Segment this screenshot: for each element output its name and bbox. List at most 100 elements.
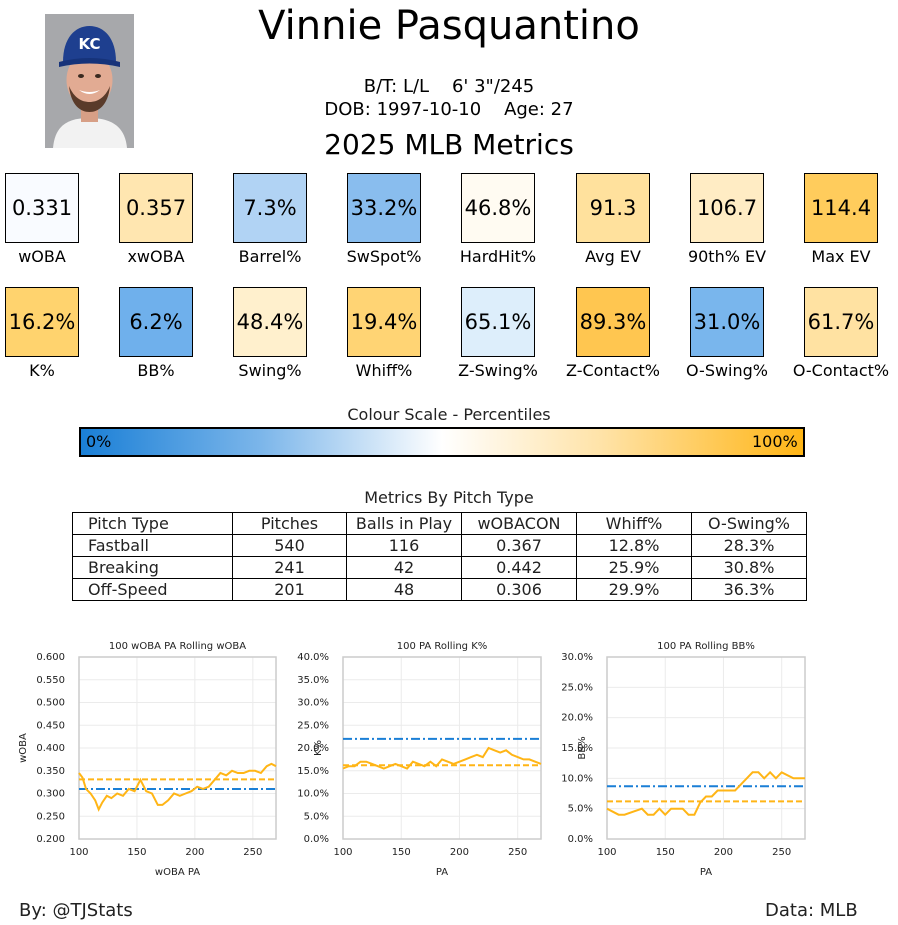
table-header-row: Pitch Type Pitches Balls in Play wOBACON Whi… [72, 512, 807, 535]
table-row: Breaking 241 42 0.442 25.9% 30.8% [72, 556, 807, 579]
x-tick-label: 150 [392, 847, 411, 858]
table-row-label: Pitch Type [72, 512, 233, 535]
x-tick-label: 200 [185, 847, 204, 858]
table-cell: Balls in Play [346, 512, 462, 535]
table-cell: 28.3% [691, 534, 807, 557]
colour-scale-min-label: 0% [86, 432, 112, 451]
table-cell: 241 [232, 556, 347, 579]
plot-frame [78, 656, 277, 840]
table-cell: 540 [232, 534, 347, 557]
x-axis-label: PA [436, 867, 448, 878]
metric-tile: 31.0% O-Swing% [686, 287, 768, 380]
rolling-k-pct-chart: 0.0% 5.0% 10.0% 15.0% 20.0% 25.0% 30.0% 35.0% 40… [297, 641, 542, 878]
colour-scale-bar [79, 427, 805, 457]
x-tick-label: 200 [450, 847, 469, 858]
x-tick-label: 150 [127, 847, 146, 858]
y-tick-label: 0.300 [36, 789, 65, 800]
metric-value: 106.7 [690, 173, 764, 243]
player-dob-age: DOB: 1997-10-10 Age: 27 [324, 99, 574, 120]
table-cell: 0.367 [461, 534, 577, 557]
y-tick-label: 10.0% [561, 773, 593, 784]
y-tick-label: 0.600 [36, 652, 65, 663]
x-axis-label: wOBA PA [155, 867, 200, 878]
metric-value: 114.4 [804, 173, 878, 243]
metric-tile: 61.7% O-Contact% [793, 287, 889, 380]
metric-tile: 114.4 Max EV [804, 173, 878, 266]
table-cell: Pitches [232, 512, 347, 535]
y-tick-label: 30.0% [561, 652, 593, 663]
table-cell: 30.8% [691, 556, 807, 579]
x-tick-label: 100 [69, 847, 88, 858]
table-cell: 0.442 [461, 556, 577, 579]
table-cell: 29.9% [576, 578, 692, 601]
y-tick-label: 0.550 [36, 675, 65, 686]
metric-tile: 91.3 Avg EV [576, 173, 650, 266]
y-tick-label: 0.450 [36, 720, 65, 731]
footer-data-source: Data: MLB [765, 900, 858, 921]
y-tick-label: 15.0% [561, 743, 593, 754]
metric-value: 7.3% [233, 173, 307, 243]
y-tick-label: 0.350 [36, 766, 65, 777]
metric-tile: 16.2% K% [5, 287, 79, 380]
table-cell: 48 [346, 578, 462, 601]
y-axis-label: BB% [577, 736, 588, 759]
metric-tile: 89.3% Z-Contact% [566, 287, 660, 380]
player-name: Vinnie Pasquantino [258, 3, 640, 49]
rolling-charts: 0.200 0.250 0.300 0.350 0.400 0.450 0.500 0.550… [18, 641, 806, 878]
metric-value: 6.2% [119, 287, 193, 357]
table-row-label: Breaking [72, 556, 233, 579]
rolling-bb-pct-chart: 0.0% 5.0% 10.0% 15.0% 20.0% 25.0% 30.0% 100 150 2… [561, 641, 806, 878]
player-headshot: KC [45, 14, 134, 148]
x-tick-label: 250 [772, 847, 791, 858]
metric-label: O-Contact% [792, 361, 890, 380]
metric-label: Z-Contact% [566, 361, 660, 380]
y-axis-label: wOBA [18, 733, 29, 763]
table-cell: 0.306 [461, 578, 577, 601]
table-cell: 42 [346, 556, 462, 579]
metric-value: 91.3 [576, 173, 650, 243]
y-tick-label: 0.0% [304, 834, 329, 845]
season-title: 2025 MLB Metrics [324, 128, 574, 161]
table-row-label: Off-Speed [72, 578, 233, 601]
metric-label: SwSpot% [346, 247, 422, 266]
colour-scale-title: Colour Scale - Percentiles [347, 405, 551, 424]
y-tick-label: 30.0% [297, 698, 329, 709]
y-tick-label: 15.0% [297, 766, 329, 777]
metric-label: BB% [137, 361, 175, 380]
metric-value: 61.7% [804, 287, 878, 357]
x-tick-label: 100 [597, 847, 616, 858]
pitch-type-table: Pitch Type Pitches Balls in Play wOBACON Whi… [72, 512, 807, 601]
colour-scale-max-label: 100% [752, 432, 798, 451]
x-axis-label: PA [700, 867, 712, 878]
table-cell: 25.9% [576, 556, 692, 579]
y-tick-label: 5.0% [304, 811, 329, 822]
metric-tile: 7.3% Barrel% [233, 173, 307, 266]
x-tick-label: 250 [243, 847, 262, 858]
metric-tile: 6.2% BB% [119, 287, 193, 380]
metric-value: 31.0% [690, 287, 764, 357]
metric-label: HardHit% [459, 247, 537, 266]
y-tick-label: 0.0% [568, 834, 593, 845]
pitch-table-title: Metrics By Pitch Type [364, 488, 534, 507]
y-tick-label: 20.0% [297, 743, 329, 754]
metric-value: 16.2% [5, 287, 79, 357]
metric-label: K% [29, 361, 55, 380]
metric-tile: 46.8% HardHit% [460, 173, 536, 266]
metric-label: Swing% [238, 361, 302, 380]
rolling-series-line [606, 770, 805, 817]
table-cell: 12.8% [576, 534, 692, 557]
svg-text:KC: KC [79, 35, 101, 53]
metric-value: 48.4% [233, 287, 307, 357]
y-tick-label: 0.400 [36, 743, 65, 754]
player-headshot-image: KC [45, 14, 134, 148]
metric-label: Max EV [811, 247, 871, 266]
x-tick-label: 250 [508, 847, 527, 858]
table-row: Off-Speed 201 48 0.306 29.9% 36.3% [72, 578, 807, 601]
metric-tile: 0.357 xwOBA [119, 173, 193, 266]
player-bat-throw-height-weight: B/T: L/L 6' 3"/245 [363, 76, 535, 97]
rolling-series-line [342, 746, 542, 770]
metric-value: 33.2% [347, 173, 421, 243]
y-tick-label: 10.0% [297, 789, 329, 800]
y-axis-label: K% [313, 740, 324, 756]
y-tick-label: 5.0% [568, 804, 593, 815]
